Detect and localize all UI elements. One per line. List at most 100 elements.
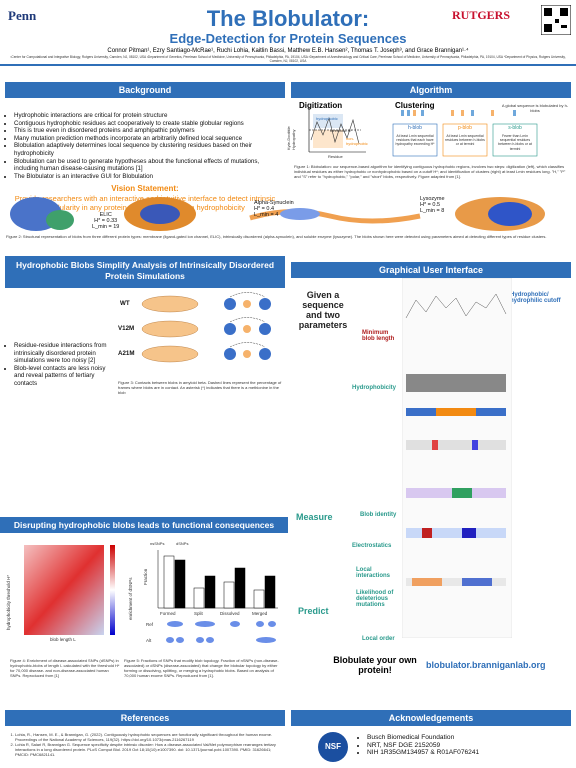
axis-label: hydrophobicity threshold H* [6, 574, 11, 630]
label: s-blob [508, 125, 522, 131]
axis-label: Kyte-Doolittle Hydropathy [286, 126, 296, 150]
label: threshold H* [330, 128, 353, 133]
track-label: Local interactions [356, 567, 391, 579]
vision-heading: Vision Statement: [111, 184, 179, 193]
label: non-hydrophobic [346, 136, 368, 146]
caption: Figure 1: Blobulation: our sequence-base… [294, 164, 566, 179]
structure-label: L_min = 8 [420, 208, 445, 214]
structures [10, 197, 545, 231]
section-heading: Graphical User Interface [291, 262, 571, 278]
caption: Figure 3: Contacts between blobs in amyl… [118, 380, 282, 395]
axis-label: enrichment of dSNPs [128, 577, 133, 620]
text: At least Lmin sequential residues betwee… [445, 134, 485, 147]
track-label: Local order [362, 636, 395, 642]
category: Merged [252, 611, 268, 616]
bullet: Blobulation can be used to generate hypo… [14, 158, 285, 173]
legend: dSNPs [176, 541, 189, 546]
heatmap [24, 545, 115, 635]
section-heading: Acknowledgements [291, 710, 571, 726]
label: Digitization [299, 101, 343, 110]
text: Fewer than Lmin sequential residues betw… [498, 134, 532, 151]
ack-item: Busch Biomedical Foundation [367, 734, 560, 742]
row-label: Alt [146, 638, 152, 643]
structure-label: Lysozyme [420, 196, 445, 202]
subtitle: Edge-Detection for Protein Sequences [169, 31, 407, 46]
row-label: V12M [118, 325, 135, 332]
bullet: Blob-level contacts are less noisy and r… [14, 365, 115, 388]
nsf-logo: NSF [318, 732, 348, 762]
structure-label: H* = 0.33 [94, 218, 118, 224]
call-to-action: Blobulate your own protein! [333, 655, 417, 675]
label: Lysozyme H* = 0.5 L_min = 8 [420, 196, 445, 214]
label: Minimum blob length [362, 330, 395, 342]
structure-label: H* = 0.4 [254, 206, 275, 212]
section-heading: Hydrophobic Blobs Simplify Analysis of I… [5, 256, 285, 288]
track-label: Blob identity [360, 512, 397, 518]
caption: Figure 5: Fractions of SNPs that modify … [124, 658, 279, 678]
section-heading: References [5, 710, 285, 726]
bullet: Contiguous hydrophobic residues act coop… [14, 120, 285, 128]
label: Given a sequence and two parameters [298, 290, 348, 330]
algorithm-diagram [308, 108, 538, 157]
label: h-blob [408, 125, 422, 131]
bullets: Hydrophobic interactions are critical fo… [5, 112, 285, 180]
label: hydrophobic [316, 116, 338, 121]
caption: Figure 4: Enrichment of disease-associat… [10, 658, 120, 678]
label: p-blob [458, 125, 472, 131]
bullet: Hydrophobic interactions are critical fo… [14, 112, 285, 120]
track-label: Likelihood of deleterious mutations [356, 590, 394, 608]
label: Predict [298, 606, 329, 616]
label: Alpha-Synuclein H* = 0.4 L_min = 4 [254, 200, 294, 218]
caption: Figure 2: Structural representation of b… [6, 234, 547, 239]
label: Clustering [395, 101, 435, 110]
section-heading: Algorithm [291, 82, 571, 98]
section-heading: Disrupting hydrophobic blobs leads to fu… [0, 517, 288, 533]
reference: Lohia, R., Hansen, M. E., & Brannigan, G… [15, 732, 285, 742]
track-label: Hydrophobicity [352, 385, 397, 391]
gui-screenshot [402, 278, 512, 638]
row-label: Ref [146, 622, 154, 627]
row-label: A21M [118, 350, 135, 357]
note: A global sequence is blobulated by h-blo… [501, 103, 569, 113]
category: Formed [160, 611, 176, 616]
bullet: Blobulation adaptively determines local … [14, 142, 285, 157]
authors: Connor Pitman¹, Ezry Santiago-McRae¹, Ru… [107, 48, 469, 54]
label: ELIC H* = 0.33 L_min = 19 [92, 212, 119, 230]
title: The Blobulator: [206, 6, 370, 31]
bullet: Residue-residue interactions from intrin… [14, 342, 115, 365]
contact-figure [141, 292, 271, 363]
header [0, 0, 576, 66]
category: Dissolved [220, 611, 240, 616]
structure-label: L_min = 19 [92, 224, 120, 230]
section-heading: Background [5, 82, 285, 98]
url[interactable]: blobulator.branniganlab.org [426, 660, 546, 670]
legend: nsSNPs [150, 541, 165, 546]
bar-figure [157, 550, 278, 643]
label: Measure [296, 512, 333, 522]
structure-label: L_min = 4 [254, 212, 279, 218]
ack-item: NIH 1R35GM134957 & R01AF076241 [367, 749, 560, 757]
bullet: Many mutation prediction methods incorpo… [14, 135, 285, 143]
ack-item: NRT, NSF DGE 2152059 [367, 742, 560, 750]
structure-label: Alpha-Synuclein [254, 200, 294, 206]
structure-label: H* = 0.5 [420, 202, 441, 208]
axis-label: Residue [328, 154, 343, 159]
label: Hydrophobic/ hydrophilic cutoff [510, 292, 561, 304]
penn-logo: Penn [8, 8, 37, 23]
structure-label: ELIC [99, 212, 112, 218]
axis-label: Fraction [143, 568, 148, 585]
qr-code [541, 5, 571, 35]
bullet: This is true even in disordered proteins… [14, 127, 285, 135]
affiliations: ¹Center for Computational and Integrativ… [10, 55, 566, 63]
bullets: Residue-residue interactions from intrin… [5, 342, 115, 388]
references: Lohia, R., Hansen, M. E., & Brannigan, G… [5, 732, 285, 757]
reference: Lohia R, Salari R, Brannigan G. Sequence… [15, 742, 285, 757]
ack-list: Busch Biomedical FoundationNRT, NSF DGE … [360, 734, 560, 757]
axis-label: blob length L [50, 637, 76, 642]
category: Split [194, 611, 203, 616]
rutgers-logo: RUTGERS [452, 8, 511, 22]
bullet: The Blobulator is an interactive GUI for… [14, 173, 285, 181]
row-label: WT [120, 300, 130, 307]
text: At least Lmin sequential residues that e… [395, 134, 435, 147]
